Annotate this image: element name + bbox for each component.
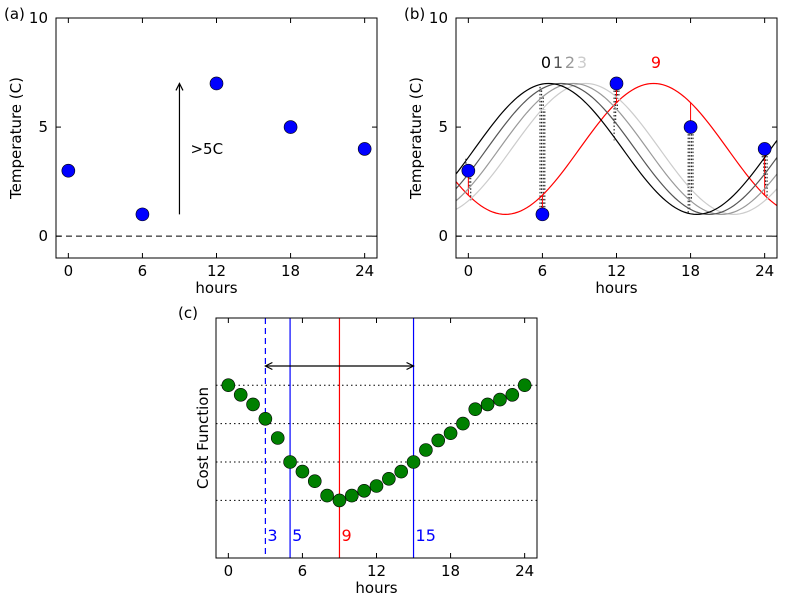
pb-panel-label: (b) [404, 5, 425, 23]
pa-ylabel: Temperature (C) [7, 77, 25, 200]
pc-vline-label: 9 [341, 526, 351, 545]
pb-plot-area [456, 76, 777, 222]
pc-panel-label: (c) [178, 304, 198, 322]
pa-ytick-label: 10 [29, 9, 48, 27]
pc-xtick-label: 0 [224, 562, 234, 580]
pc-point [295, 464, 310, 479]
pa-point [61, 163, 76, 178]
pa-arrow-head [175, 82, 184, 91]
pc-xtick-label: 12 [367, 562, 386, 580]
pa-ytick-label: 5 [38, 118, 48, 136]
pc-point [258, 411, 273, 426]
pb-curve-3 [456, 82, 777, 215]
pa-xtick-label: 24 [355, 262, 374, 280]
pc-point [505, 387, 520, 402]
pc-point [480, 397, 495, 412]
pc-point [345, 488, 359, 503]
pc-vline-label: 15 [416, 526, 436, 545]
pc-point [332, 493, 347, 508]
pc-axes-frame [215, 317, 538, 559]
pc-point [369, 479, 384, 493]
pb-point [461, 163, 476, 178]
pb-ytick-label: 0 [438, 227, 448, 245]
pc-point [270, 431, 285, 445]
pb-series-label: 0 [541, 53, 551, 72]
pa-point [209, 76, 224, 91]
pb-series-label: 9 [651, 53, 661, 72]
pc-ylabel: Cost Function [194, 387, 212, 489]
pc-point [246, 397, 260, 412]
pc-point [406, 455, 421, 469]
pc-point [431, 433, 446, 448]
pc-point [456, 416, 470, 431]
pb-series-label: 3 [577, 53, 587, 72]
pa-point [135, 207, 150, 222]
pb-xtick-label: 18 [681, 262, 700, 280]
pb-curve-2 [456, 82, 777, 215]
pb-xtick-label: 0 [464, 262, 474, 280]
pa-xtick-label: 0 [64, 262, 74, 280]
pa-point [357, 142, 372, 156]
pc-point [443, 426, 458, 441]
pb-xlabel: hours [595, 279, 637, 297]
pa-xtick-label: 18 [281, 262, 300, 280]
pb-point [609, 76, 624, 91]
pb-xtick-label: 6 [538, 262, 548, 280]
pb-xtick-label: 12 [607, 262, 626, 280]
pa-panel-label: (a) [4, 5, 25, 23]
pa-xtick-label: 12 [207, 262, 226, 280]
pb-series-label: 2 [565, 53, 575, 72]
pc-vline-label: 5 [292, 526, 302, 545]
pc-point [221, 378, 236, 393]
pb-ytick-label: 10 [429, 9, 448, 27]
pa-annotation: >5C [190, 140, 223, 158]
pc-vline-label: 3 [267, 526, 277, 545]
pb-curve-9 [456, 82, 777, 215]
pc-point [419, 443, 433, 457]
pb-axes-frame [455, 17, 778, 259]
pc-point [382, 471, 396, 486]
pc-point [394, 464, 408, 479]
pc-xlabel: hours [355, 579, 397, 597]
pb-curve-0 [456, 82, 777, 215]
pc-plot-area [216, 318, 537, 558]
pc-point [320, 488, 334, 503]
pb-point [535, 207, 550, 222]
pa-ytick-label: 0 [38, 227, 48, 245]
pb-ylabel: Temperature (C) [407, 77, 425, 200]
pb-series-label: 1 [553, 53, 563, 72]
pc-point [357, 483, 371, 498]
pc-point [233, 387, 248, 402]
pc-xtick-label: 18 [441, 562, 460, 580]
pb-point [683, 120, 698, 134]
pc-xtick-label: 6 [298, 562, 308, 580]
pc-arrow-right-head [406, 361, 415, 371]
pb-curve-1 [456, 82, 777, 215]
pc-xtick-label: 24 [515, 562, 534, 580]
pc-point [307, 474, 322, 489]
pb-xtick-label: 24 [755, 262, 774, 280]
pa-points [61, 76, 372, 222]
pc-arrow-left-head [264, 361, 273, 371]
pa-xlabel: hours [195, 279, 237, 297]
pa-xtick-label: 6 [138, 262, 148, 280]
pc-point [493, 392, 507, 407]
pb-point [757, 142, 772, 156]
pa-point [283, 120, 298, 134]
pb-ytick-label: 5 [438, 118, 448, 136]
pa-axes-frame [55, 17, 378, 259]
pc-point [468, 402, 483, 417]
pc-point [517, 378, 532, 393]
pc-point [283, 455, 297, 469]
